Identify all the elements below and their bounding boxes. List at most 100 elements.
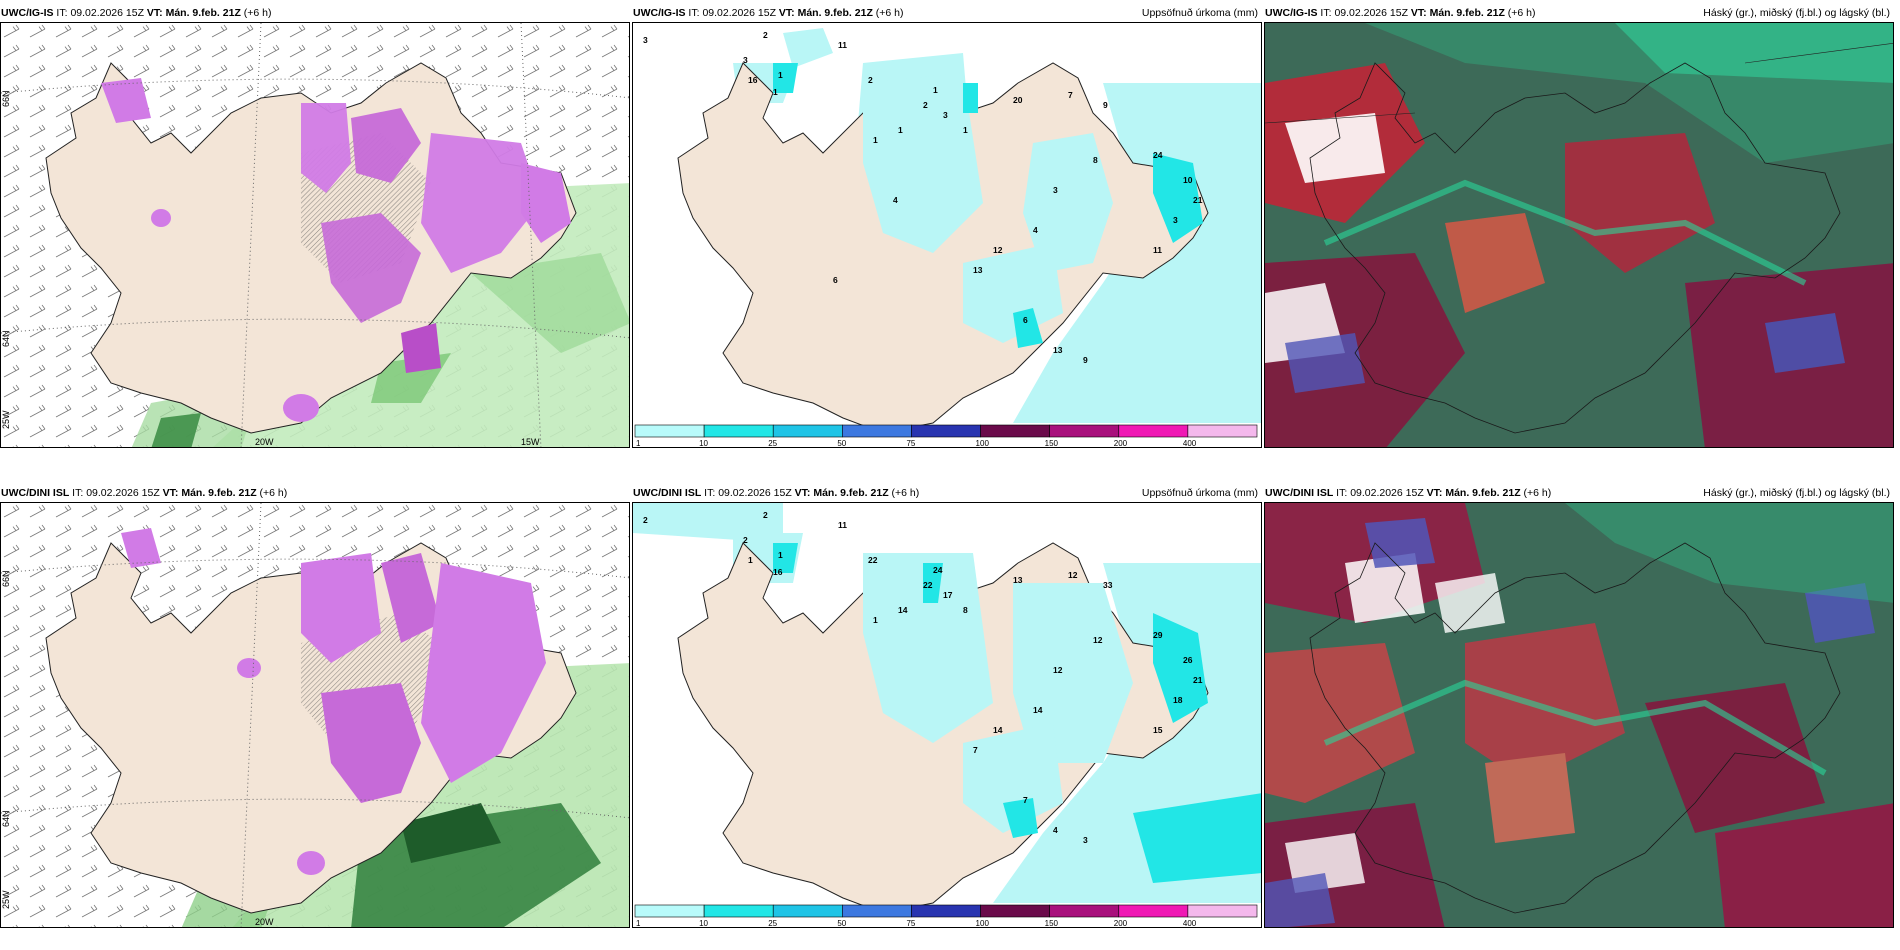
it-label: IT: [56, 7, 68, 19]
precip-value: 2 [763, 510, 768, 520]
precip-map: 3 2 3 1 1 16 11 2 1 3 2 1 1 20 7 9 24 10 3 11 21 8 3 4 12 13 6 13 9 1… [632, 22, 1262, 448]
precip-value: 1 [873, 135, 878, 145]
precip-value: 7 [973, 745, 978, 755]
it-value: 09.02.2026 15Z [1350, 487, 1424, 499]
lon-label-20: 20W [255, 917, 274, 927]
precip-value: 22 [868, 555, 878, 565]
precip-value: 3 [1083, 835, 1088, 845]
forecast-offset: (+6 h) [891, 487, 920, 499]
precip-value: 14 [1033, 705, 1043, 715]
precip-value: 1 [873, 615, 878, 625]
precip-value: 11 [838, 40, 847, 50]
precip-value: 4 [893, 195, 898, 205]
precip-value: 3 [743, 55, 748, 65]
wind-map: 66N 64N 20W 15W 25W [0, 22, 630, 448]
precip-value: 2 [923, 100, 928, 110]
lon-label-15: 15W [521, 437, 540, 447]
precip-value: 1 [898, 125, 903, 135]
precip-value: 6 [1023, 315, 1028, 325]
colorbar-tick-label: 10 [699, 439, 708, 448]
field-title: Uppsöfnuð úrkoma (mm) [1141, 7, 1258, 19]
it-value: 09.02.2026 15Z [86, 487, 160, 499]
colorbar-swatch [1049, 904, 1120, 918]
precip-value: 7 [1068, 90, 1073, 100]
field-title: Háský (gr.), miðský (fj.bl.) og lágský (… [1703, 487, 1890, 499]
precip-value: 21 [1193, 195, 1203, 205]
precip-value: 3 [943, 110, 948, 120]
colorbar-swatch [772, 424, 843, 438]
colorbar-swatch [842, 904, 912, 918]
precip-value: 11 [1153, 245, 1162, 255]
cloud-map-svg [1265, 23, 1893, 447]
model-name: UWC/IG-IS [1265, 7, 1318, 19]
cloud-map [1264, 22, 1894, 448]
colorbar-swatch [842, 424, 912, 438]
precip-value: 21 [1193, 675, 1203, 685]
precip-map: 2 2 2 1 16 1 11 22 24 17 22 14 8 13 12 33 29 26 18 15 21 12 12… [632, 502, 1262, 928]
it-label: IT: [704, 487, 716, 499]
colorbar-tick-label: 25 [768, 439, 777, 448]
colorbar-tick-label: 75 [906, 439, 915, 448]
vt-value: Mán. 9.feb. 21Z [181, 487, 257, 499]
precip-value: 1 [933, 85, 938, 95]
it-value: 09.02.2026 15Z [702, 7, 776, 19]
vt-label: VT: [1410, 7, 1427, 19]
colorbar-tick-label: 75 [906, 919, 915, 928]
colorbar-swatch [703, 904, 774, 918]
colorbar-swatch [634, 424, 705, 438]
it-label: IT: [72, 487, 84, 499]
colorbar-swatch [1187, 424, 1258, 438]
lat-label-66: 66N [1, 570, 11, 587]
field-title: Háský (gr.), miðský (fj.bl.) og lágský (… [1703, 7, 1890, 19]
colorbar-tick-label: 25 [768, 919, 777, 928]
precip-value: 6 [833, 275, 838, 285]
it-value: 09.02.2026 15Z [1334, 7, 1408, 19]
panel-header: UWC/IG-IS IT: 09.02.2026 15Z VT: Mán. 9.… [1265, 4, 1891, 22]
precip-value: 33 [1103, 580, 1113, 590]
precip-value: 12 [1068, 570, 1078, 580]
vt-value: Mán. 9.feb. 21Z [1445, 487, 1521, 499]
vt-value: Mán. 9.feb. 21Z [797, 7, 873, 19]
panel-header: UWC/IG-IS IT: 09.02.2026 15Z VT: Mán. 9.… [633, 4, 1259, 22]
model-name: UWC/DINI ISL [1265, 487, 1334, 499]
panel-dini-wind: UWC/DINI ISL IT: 09.02.2026 15Z VT: Mán.… [0, 480, 630, 928]
colorbar: 1 10 25 50 75 100 150 200 400 [634, 904, 1258, 928]
precip-value: 16 [773, 567, 783, 577]
vt-label: VT: [146, 7, 163, 19]
panel-dini-precip: UWC/DINI ISL IT: 09.02.2026 15Z VT: Mán.… [632, 480, 1262, 928]
model-name: UWC/IG-IS [1, 7, 54, 19]
model-name: UWC/DINI ISL [633, 487, 702, 499]
it-value: 09.02.2026 15Z [718, 487, 792, 499]
lat-label-64: 64N [1, 810, 11, 827]
precip-value: 2 [743, 535, 748, 545]
it-label: IT: [1336, 487, 1348, 499]
colorbar-tick-label: 1 [636, 919, 641, 928]
colorbar-swatch [980, 904, 1050, 918]
panel-ig-is-precip: UWC/IG-IS IT: 09.02.2026 15Z VT: Mán. 9.… [632, 0, 1262, 448]
precip-value: 26 [1183, 655, 1193, 665]
precip-value: 2 [643, 515, 648, 525]
model-name: UWC/DINI ISL [1, 487, 70, 499]
vt-label: VT: [778, 7, 795, 19]
precip-value: 17 [943, 590, 953, 600]
precip-value: 1 [963, 125, 968, 135]
vt-label: VT: [794, 487, 811, 499]
model-name: UWC/IG-IS [633, 7, 686, 19]
colorbar-swatch [1118, 904, 1189, 918]
panel-header: UWC/DINI ISL IT: 09.02.2026 15Z VT: Mán.… [1265, 484, 1891, 502]
colorbar-tick-label: 400 [1183, 439, 1197, 448]
colorbar-tick-label: 150 [1045, 919, 1059, 928]
precip-value: 11 [838, 520, 847, 530]
colorbar-swatch [1049, 424, 1120, 438]
colorbar-tick-label: 200 [1114, 439, 1128, 448]
lat-label-66: 66N [1, 90, 11, 107]
precip-value: 13 [973, 265, 983, 275]
forecast-offset: (+6 h) [1523, 487, 1552, 499]
vt-label: VT: [162, 487, 179, 499]
precip-value: 12 [1093, 635, 1103, 645]
colorbar-swatch [1118, 424, 1189, 438]
